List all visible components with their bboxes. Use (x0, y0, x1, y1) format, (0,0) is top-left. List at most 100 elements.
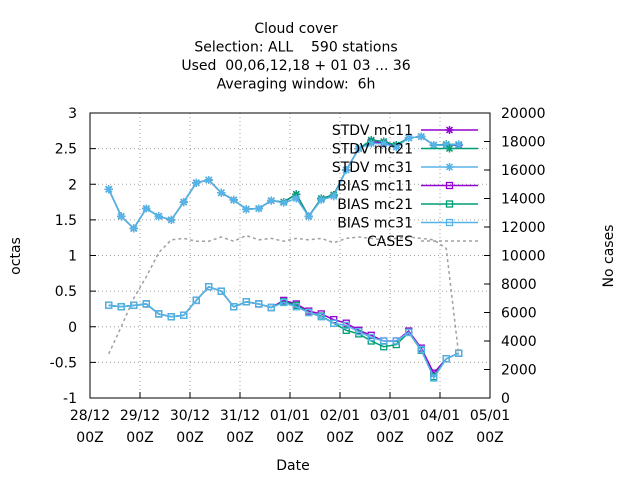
star-marker (404, 133, 413, 142)
y2-axis-label: No cases (601, 225, 617, 288)
star-marker (354, 144, 363, 153)
star-marker (304, 212, 313, 221)
chart-title: Averaging window: 6h (217, 77, 376, 93)
star-marker (129, 224, 138, 233)
star-marker (445, 126, 454, 134)
star-marker (342, 166, 351, 174)
star-marker (104, 185, 113, 194)
square-marker (180, 311, 188, 320)
square-marker (342, 321, 350, 329)
x-tick-label: 31/12 (220, 408, 260, 424)
square-marker (255, 300, 263, 308)
y-tick-label: -1 (63, 391, 77, 407)
star-marker (392, 143, 401, 152)
square-marker (442, 355, 450, 363)
square-marker (242, 298, 250, 306)
star-marker (179, 198, 188, 207)
square-marker (342, 326, 350, 334)
square-marker (445, 218, 454, 227)
square-marker (142, 300, 150, 308)
square-marker (105, 301, 113, 310)
star-marker (454, 140, 463, 149)
x-tick-label: 00Z (476, 430, 503, 446)
star-marker (229, 195, 238, 204)
square-marker (317, 313, 325, 321)
star-marker (445, 163, 454, 171)
y2-tick-label: 6000 (501, 306, 537, 322)
square-marker (292, 303, 300, 311)
chart-title: Cloud cover (254, 21, 338, 37)
star-marker (379, 139, 388, 148)
x-tick-label: 28/12 (70, 408, 110, 424)
y2-tick-label: 12000 (501, 220, 546, 236)
star-marker (192, 178, 201, 187)
legend-label: STDV mc11 (332, 123, 413, 139)
star-marker (317, 195, 326, 204)
square-marker (445, 181, 454, 190)
x-tick-label: 02/01 (320, 408, 360, 424)
plot-frame (89, 112, 491, 399)
star-marker (292, 190, 301, 199)
star-marker (142, 204, 151, 213)
y-tick-label: 0.5 (55, 284, 77, 300)
x-tick-label: 01/01 (270, 408, 310, 424)
y2-tick-label: 18000 (501, 135, 546, 151)
star-marker (445, 144, 454, 153)
star-marker (417, 132, 426, 141)
square-marker (192, 296, 200, 305)
y2-tick-label: 14000 (501, 192, 546, 208)
series-line (108, 285, 460, 380)
x-tick-label: 30/12 (170, 408, 210, 424)
star-marker (429, 141, 438, 150)
y2-tick-label: 4000 (501, 334, 537, 350)
y-axis-label: octas (8, 237, 24, 275)
legend-label: STDV mc21 (332, 142, 413, 158)
legend-label: BIAS mc11 (337, 179, 413, 195)
legend-label: BIAS mc21 (337, 197, 413, 213)
x-tick-label: 00Z (276, 430, 303, 446)
star-marker (117, 212, 126, 221)
star-marker (279, 198, 288, 207)
y-tick-label: 1 (68, 249, 77, 265)
square-marker (330, 319, 338, 327)
chart-title: Selection: ALL 590 stations (194, 40, 397, 56)
star-marker (329, 192, 338, 201)
y2-tick-label: 0 (501, 391, 510, 407)
y-tick-label: -0.5 (50, 355, 77, 371)
y-tick-label: 1.5 (55, 213, 77, 229)
square-marker (130, 301, 138, 310)
y2-tick-label: 20000 (501, 106, 546, 122)
square-marker (445, 200, 454, 208)
square-marker (367, 333, 375, 342)
star-marker (254, 204, 263, 213)
y-tick-label: 2 (68, 177, 77, 193)
x-tick-label: 05/01 (470, 408, 510, 424)
square-marker (205, 283, 213, 291)
x-tick-label: 03/01 (370, 408, 410, 424)
x-axis-label: Date (276, 458, 309, 474)
star-marker (292, 194, 301, 203)
star-marker (267, 196, 276, 205)
square-marker (305, 308, 313, 317)
star-marker (154, 212, 163, 221)
square-marker (267, 303, 275, 312)
star-marker (217, 188, 226, 197)
x-tick-label: 00Z (326, 430, 353, 446)
chart-title: Used 00,06,12,18 + 01 03 ... 36 (181, 58, 410, 74)
y2-tick-label: 8000 (501, 277, 537, 293)
square-marker (280, 298, 288, 307)
x-tick-label: 00Z (126, 430, 153, 446)
star-marker (367, 139, 376, 148)
y-tick-label: 0 (68, 320, 77, 336)
square-marker (117, 303, 125, 311)
square-marker (217, 287, 225, 295)
x-tick-label: 00Z (226, 430, 253, 446)
square-marker (230, 303, 238, 311)
star-marker (204, 175, 213, 184)
y-tick-label: 2.5 (55, 142, 77, 158)
square-marker (417, 345, 425, 354)
x-tick-label: 29/12 (120, 408, 160, 424)
y2-tick-label: 10000 (501, 249, 546, 265)
